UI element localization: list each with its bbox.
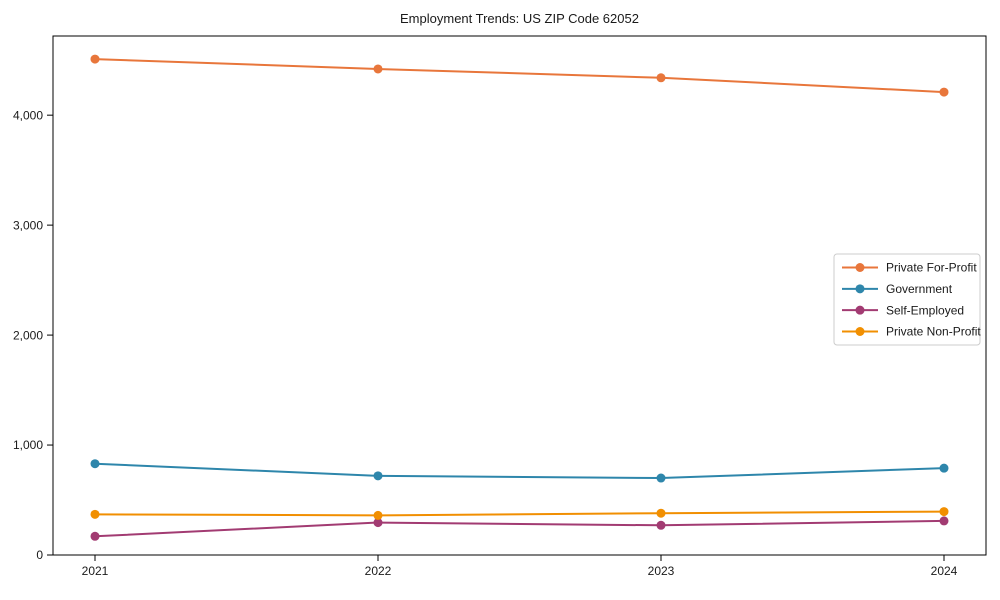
series-line-government [94,462,945,480]
data-point-marker-self-employed [656,520,666,530]
data-point-marker-private-for-profit [656,73,666,83]
legend-item-label: Self-Employed [886,303,964,317]
x-tick-label: 2024 [931,564,958,578]
data-point-marker-government [656,473,666,483]
y-tick-label: 0 [36,548,43,562]
legend-marker-icon [855,284,865,294]
data-point-marker-private-for-profit [90,54,100,64]
y-tick-label: 1,000 [13,438,43,452]
legend-marker-icon [855,327,865,336]
legend-item-label: Private For-Profit [886,261,977,275]
series-line-self-employed [94,519,945,538]
data-point-marker-private-non-profit [656,508,666,518]
x-tick-label: 2022 [365,564,392,578]
data-point-marker-private-for-profit [373,64,383,74]
data-point-marker-private-non-profit [939,507,949,517]
series-line-private-for-profit [94,58,945,94]
data-point-marker-self-employed [939,516,949,526]
series-line-private-non-profit [94,510,945,517]
data-point-marker-government [90,459,100,469]
data-point-marker-private-for-profit [939,87,949,97]
plot-frame [52,35,987,556]
legend-marker-icon [855,263,865,272]
data-point-marker-private-non-profit [90,509,100,519]
x-tick-label: 2021 [82,564,109,578]
data-point-marker-self-employed [90,531,100,541]
legend-item-label: Government [886,282,953,296]
legend [833,253,981,346]
chart-title: Employment Trends: US ZIP Code 62052 [400,11,639,26]
data-point-marker-self-employed [373,518,383,528]
y-tick-label: 2,000 [13,328,43,342]
x-tick-label: 2023 [648,564,675,578]
data-point-marker-government [373,471,383,481]
legend-marker-icon [855,305,865,315]
data-point-marker-private-non-profit [373,510,383,520]
y-tick-label: 4,000 [13,108,43,122]
data-point-marker-government [939,463,949,473]
y-tick-label: 3,000 [13,218,43,232]
legend-item-label: Private Non-Profit [886,325,981,339]
